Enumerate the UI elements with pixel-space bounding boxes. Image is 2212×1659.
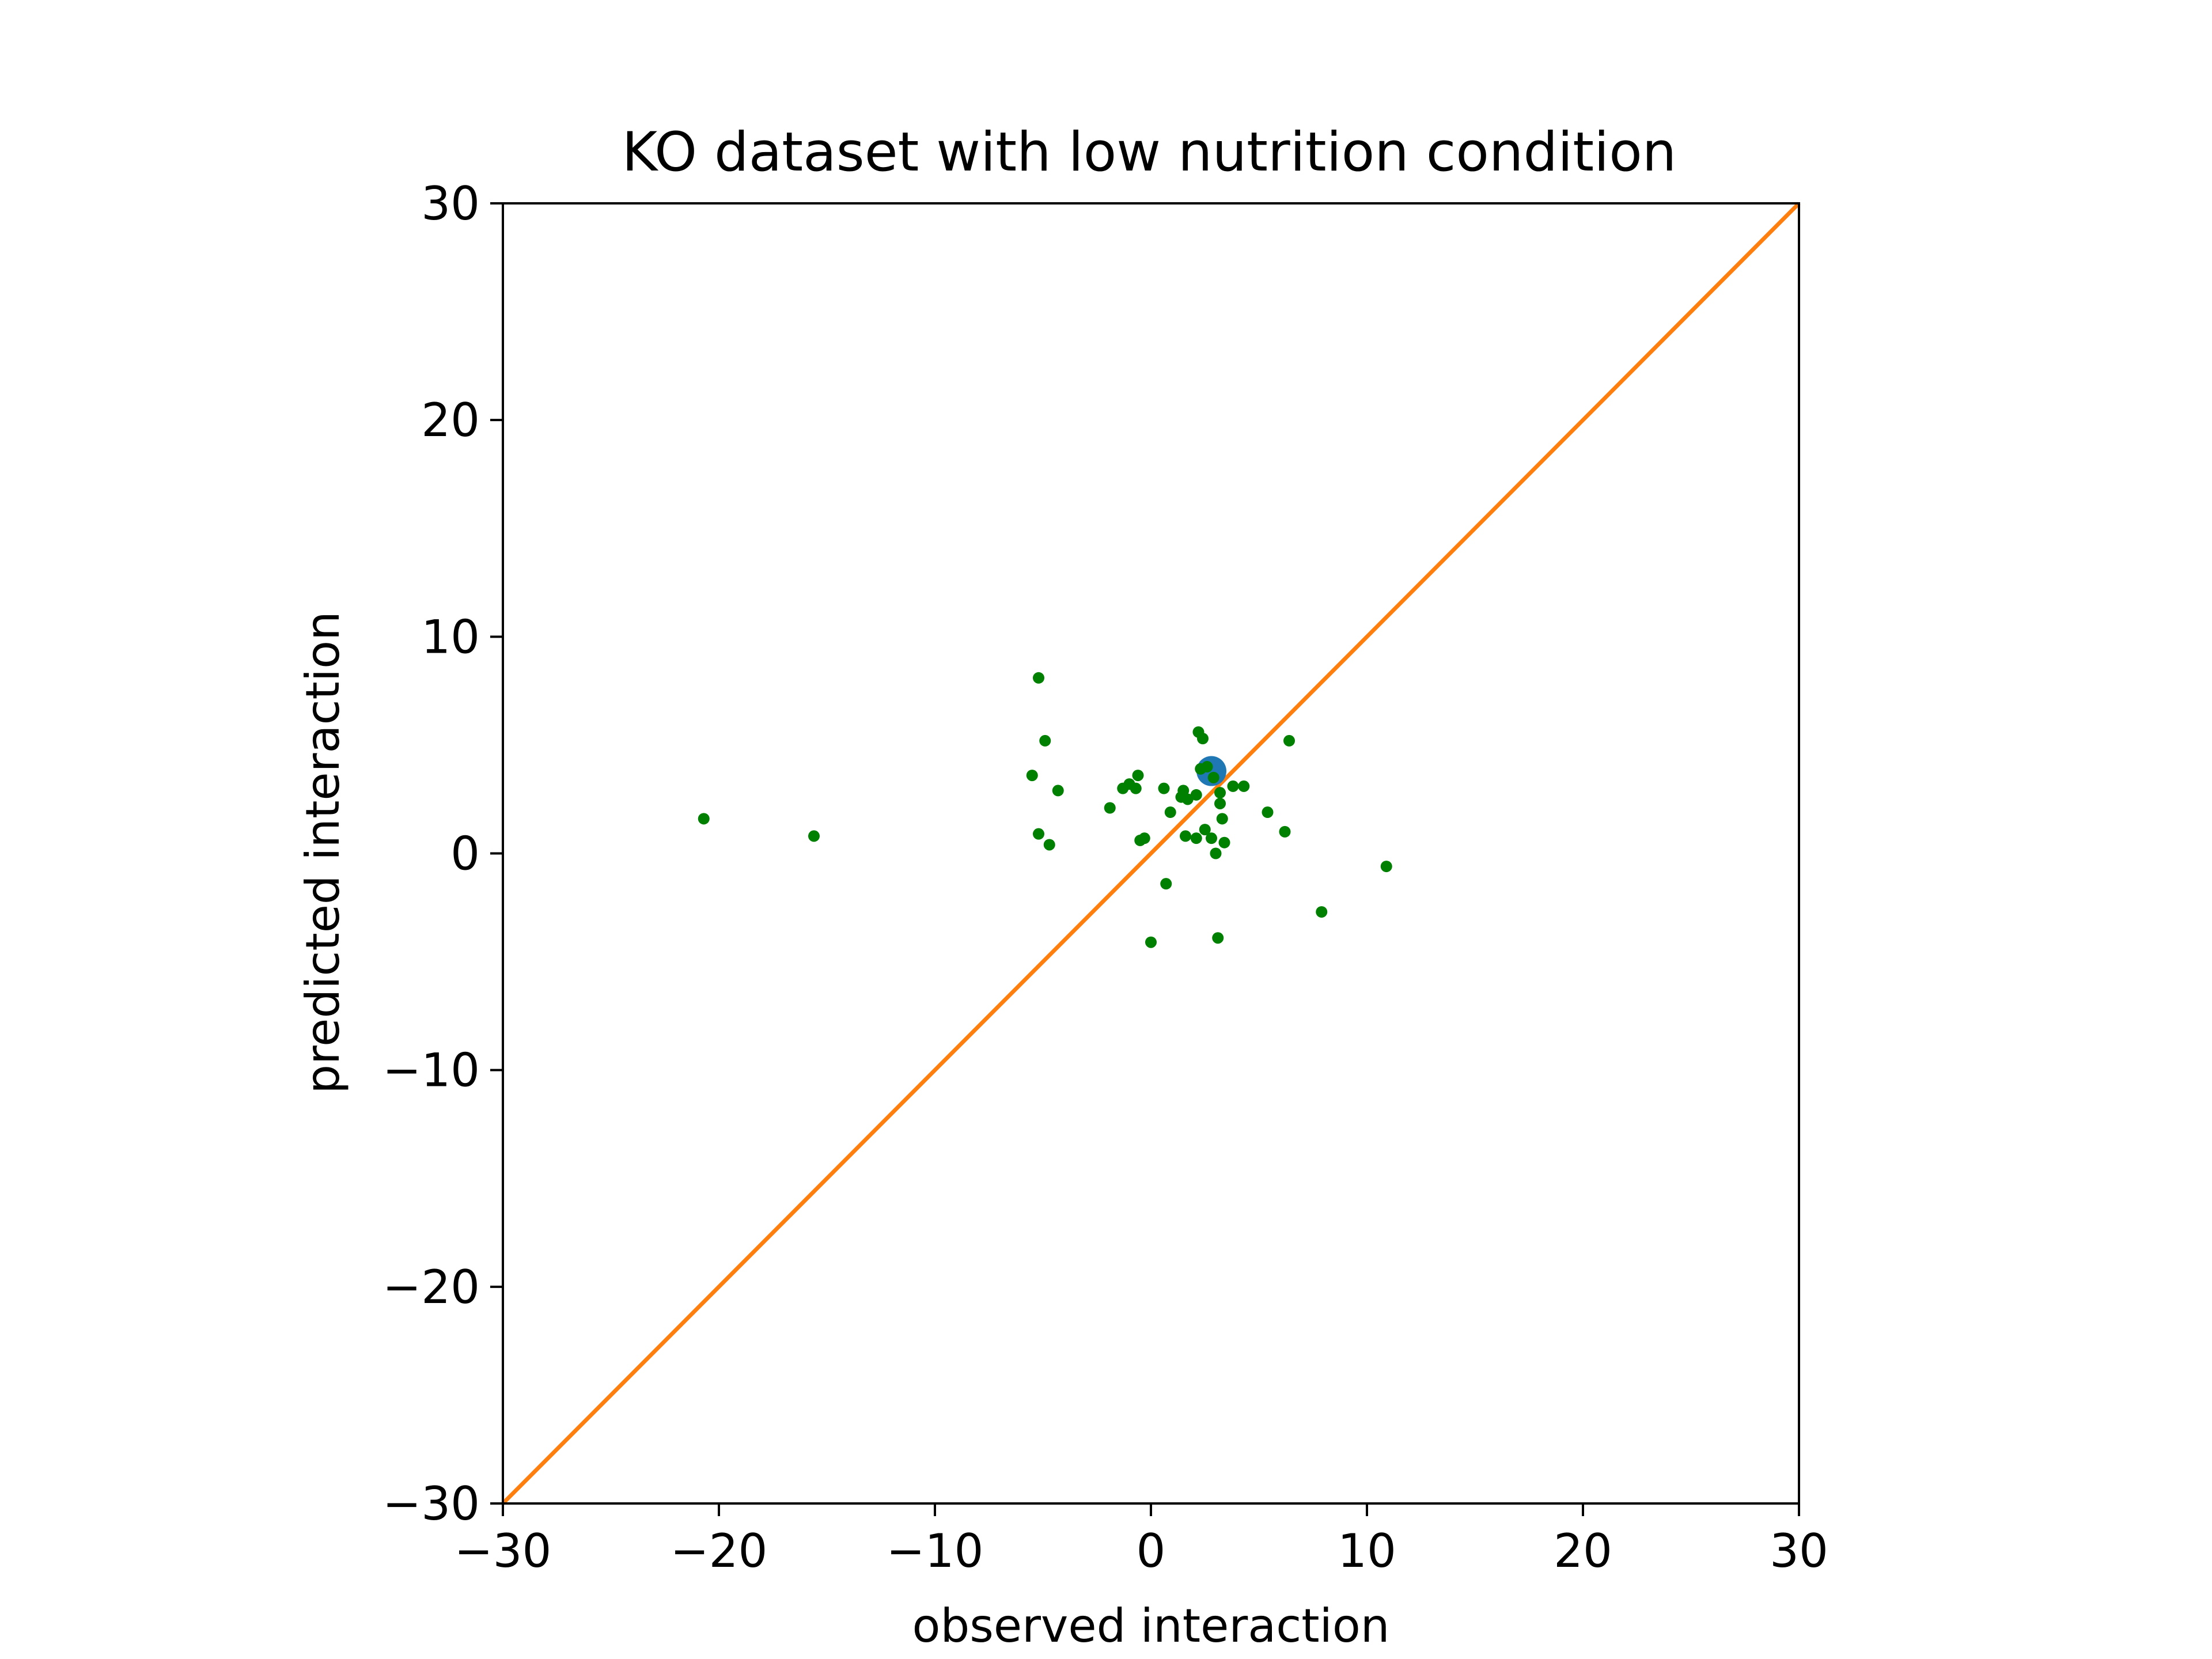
y-tick-label: 0 — [450, 827, 480, 881]
scatter-point — [1158, 782, 1170, 794]
scatter-point — [698, 813, 710, 825]
scatter-point — [1164, 806, 1176, 819]
scatter-point — [1026, 770, 1038, 782]
y-axis-ticks: −30 −20 −10 0 10 20 30 — [382, 177, 503, 1531]
scatter-point — [1316, 906, 1328, 918]
x-axis-label: observed interaction — [912, 1599, 1390, 1653]
scatter-point — [1160, 878, 1172, 890]
scatter-point — [1190, 789, 1202, 801]
scatter-point — [1206, 832, 1217, 844]
scatter-point — [1238, 780, 1250, 792]
scatter-point — [1227, 780, 1239, 792]
scatter-point — [1207, 771, 1219, 783]
x-tick-label: 30 — [1770, 1524, 1828, 1578]
scatter-point — [1033, 672, 1044, 684]
y-tick-label: −20 — [382, 1260, 480, 1314]
scatter-point — [1199, 824, 1211, 836]
scatter-point — [1218, 836, 1230, 849]
scatter-point — [1214, 797, 1226, 809]
scatter-point — [1212, 932, 1224, 944]
x-tick-label: −30 — [454, 1524, 552, 1578]
y-tick-label: 20 — [421, 393, 480, 447]
scatter-point — [1039, 734, 1051, 747]
scatter-point — [1216, 813, 1228, 825]
scatter-point — [1104, 802, 1116, 814]
scatter-point — [1180, 830, 1191, 842]
scatter-point — [1043, 839, 1055, 851]
x-tick-label: −10 — [887, 1524, 984, 1578]
x-tick-label: 20 — [1554, 1524, 1612, 1578]
y-tick-label: 30 — [421, 177, 480, 230]
reference-line — [501, 202, 1801, 1505]
scatter-point — [808, 830, 820, 842]
scatter-point — [1132, 770, 1144, 782]
x-tick-label: 10 — [1338, 1524, 1396, 1578]
scatter-point — [1052, 785, 1064, 797]
scatter-point — [1190, 832, 1202, 844]
scatter-point — [1262, 806, 1274, 819]
y-axis-label: predicted interaction — [296, 611, 350, 1094]
scatter-point — [1380, 861, 1392, 873]
y-tick-label: 10 — [421, 610, 480, 664]
x-tick-label: 0 — [1137, 1524, 1166, 1578]
reference-line-layer — [501, 202, 1801, 1505]
scatter-point — [1138, 832, 1150, 844]
scatter-point — [1279, 825, 1291, 838]
scatter-point — [1130, 782, 1142, 794]
scatter-point — [1177, 785, 1190, 797]
scatter-point — [1033, 828, 1044, 840]
x-axis-ticks: −30 −20 −10 0 10 20 30 — [454, 1503, 1828, 1578]
scatter-point — [1283, 734, 1295, 747]
chart-title: KO dataset with low nutrition condition — [622, 121, 1677, 184]
scatter-point — [1201, 761, 1213, 773]
scatter-point — [1197, 733, 1209, 745]
scatter-point — [1145, 936, 1157, 948]
x-tick-label: −20 — [671, 1524, 768, 1578]
scatter-point — [1214, 787, 1226, 799]
scatter-point — [1210, 847, 1222, 859]
y-tick-label: −30 — [382, 1477, 480, 1531]
y-tick-label: −10 — [382, 1044, 480, 1097]
data-points — [698, 672, 1392, 948]
scatter-point — [1181, 793, 1194, 805]
